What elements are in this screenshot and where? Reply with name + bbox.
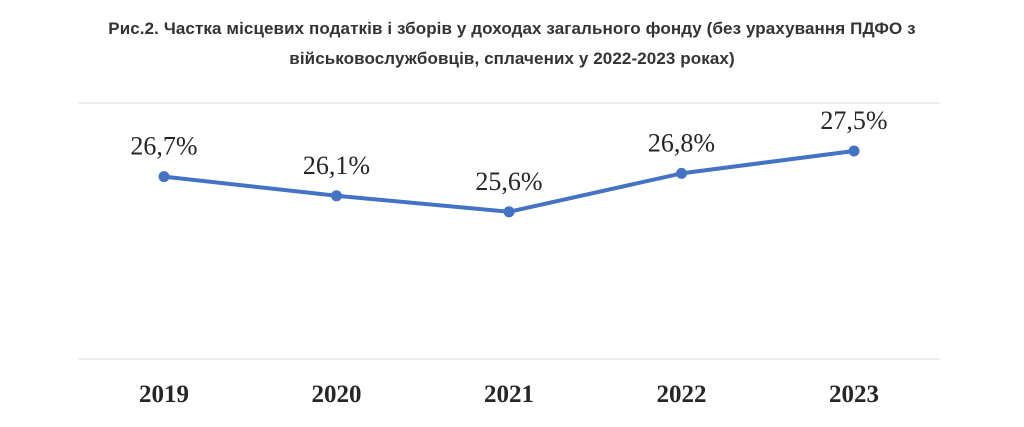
data-label-2019: 26,7% <box>130 132 197 161</box>
data-label-2022: 26,8% <box>648 128 715 157</box>
data-label-2021: 25,6% <box>475 167 542 196</box>
x-tick-label-2020: 2020 <box>312 381 362 408</box>
data-label-2023: 27,5% <box>820 106 887 135</box>
data-label-2020: 26,1% <box>303 151 370 180</box>
data-point-2021 <box>503 206 515 218</box>
data-point-2022 <box>676 167 687 179</box>
x-tick-label-2021: 2021 <box>484 381 534 408</box>
x-tick-label-2019: 2019 <box>139 381 189 408</box>
data-point-2020 <box>331 190 342 202</box>
x-axis-ticks: 2019 2020 2021 2022 2023 <box>139 381 879 408</box>
chart-title-line-1: Рис.2. Частка місцевих податків і зборів… <box>108 19 916 38</box>
data-labels: 26,7% 26,1% 25,6% 26,8% 27,5% <box>130 106 887 196</box>
x-tick-label-2023: 2023 <box>829 381 879 408</box>
chart-title-line-2: військовослужбовців, сплачених у 2022-20… <box>289 49 735 68</box>
data-point-2023 <box>848 145 860 157</box>
chart-title: Рис.2. Частка місцевих податків і зборів… <box>0 14 1024 74</box>
data-point-2019 <box>158 171 170 183</box>
x-tick-label-2022: 2022 <box>657 381 707 408</box>
series-group <box>158 145 860 218</box>
